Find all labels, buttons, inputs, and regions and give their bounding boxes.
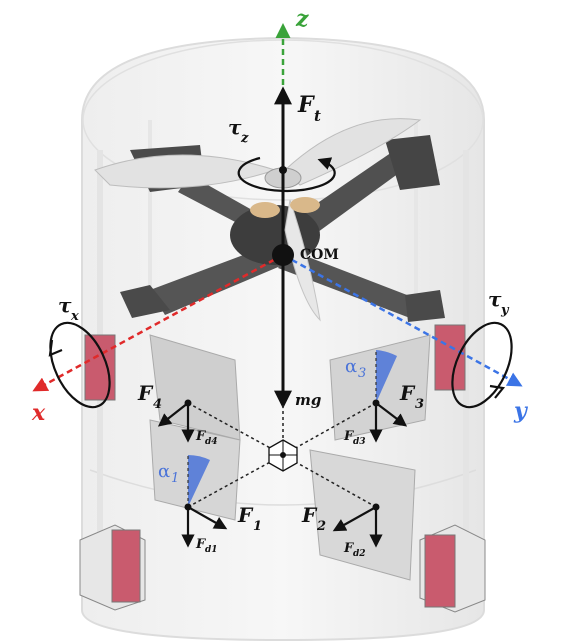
tau-y-label: τ: [488, 287, 502, 311]
tau-x-label: τ: [58, 293, 72, 317]
fd2-label: F: [343, 541, 354, 556]
tau-z-subscript: z: [240, 131, 249, 146]
tau-x-subscript: x: [70, 309, 79, 324]
z-axis-label: z: [295, 6, 309, 32]
f4-label: F: [137, 381, 154, 405]
f1-label: F: [237, 503, 254, 527]
center-of-mass-dot: [272, 244, 294, 266]
alpha-3-subscript: 3: [358, 366, 366, 381]
tau-z-label: τ: [228, 115, 242, 139]
tau-x-arrow: [48, 321, 111, 409]
fin-connector-lines: [187, 402, 377, 508]
x-axis: [32, 253, 284, 392]
fin-force-arrows: [157, 402, 408, 548]
tau-z-arrow: [237, 156, 336, 193]
fd1-subscript: d1: [205, 545, 218, 555]
f3-subscript: 3: [415, 397, 424, 412]
y-axis-label: y: [513, 398, 529, 424]
f2-subscript: 2: [316, 519, 326, 534]
tau-y-subscript: y: [500, 303, 510, 318]
alpha-1-wedge: [188, 455, 210, 507]
fd4-subscript: d4: [205, 437, 218, 447]
fd3-subscript: d3: [353, 437, 366, 447]
thrust-label: F: [297, 92, 315, 118]
servo-motors: [79, 324, 486, 613]
x-axis-label: x: [31, 400, 46, 426]
f2-label: F: [301, 503, 318, 527]
com-label: COM: [300, 247, 339, 263]
alpha-1-label: α: [158, 461, 170, 482]
alpha-3-wedge: [376, 350, 397, 403]
drone-frame: [120, 135, 445, 322]
cg-symbol: [268, 439, 298, 472]
fd4-label: F: [195, 429, 206, 444]
fin-anchor-dots: [184, 399, 380, 511]
alpha-1-subscript: 1: [171, 471, 179, 486]
alpha-3-label: α: [345, 356, 357, 377]
thrust-subscript: t: [314, 107, 321, 125]
f4-subscript: 4: [153, 397, 162, 412]
fd2-subscript: d2: [353, 549, 366, 559]
f1-subscript: 1: [253, 519, 262, 534]
tau-y-arrow: [451, 321, 513, 409]
fd1-label: F: [195, 537, 206, 552]
f3-label: F: [399, 381, 416, 405]
y-axis: [282, 253, 523, 387]
fd3-label: F: [343, 429, 354, 444]
gravity-label: mg: [295, 391, 321, 409]
